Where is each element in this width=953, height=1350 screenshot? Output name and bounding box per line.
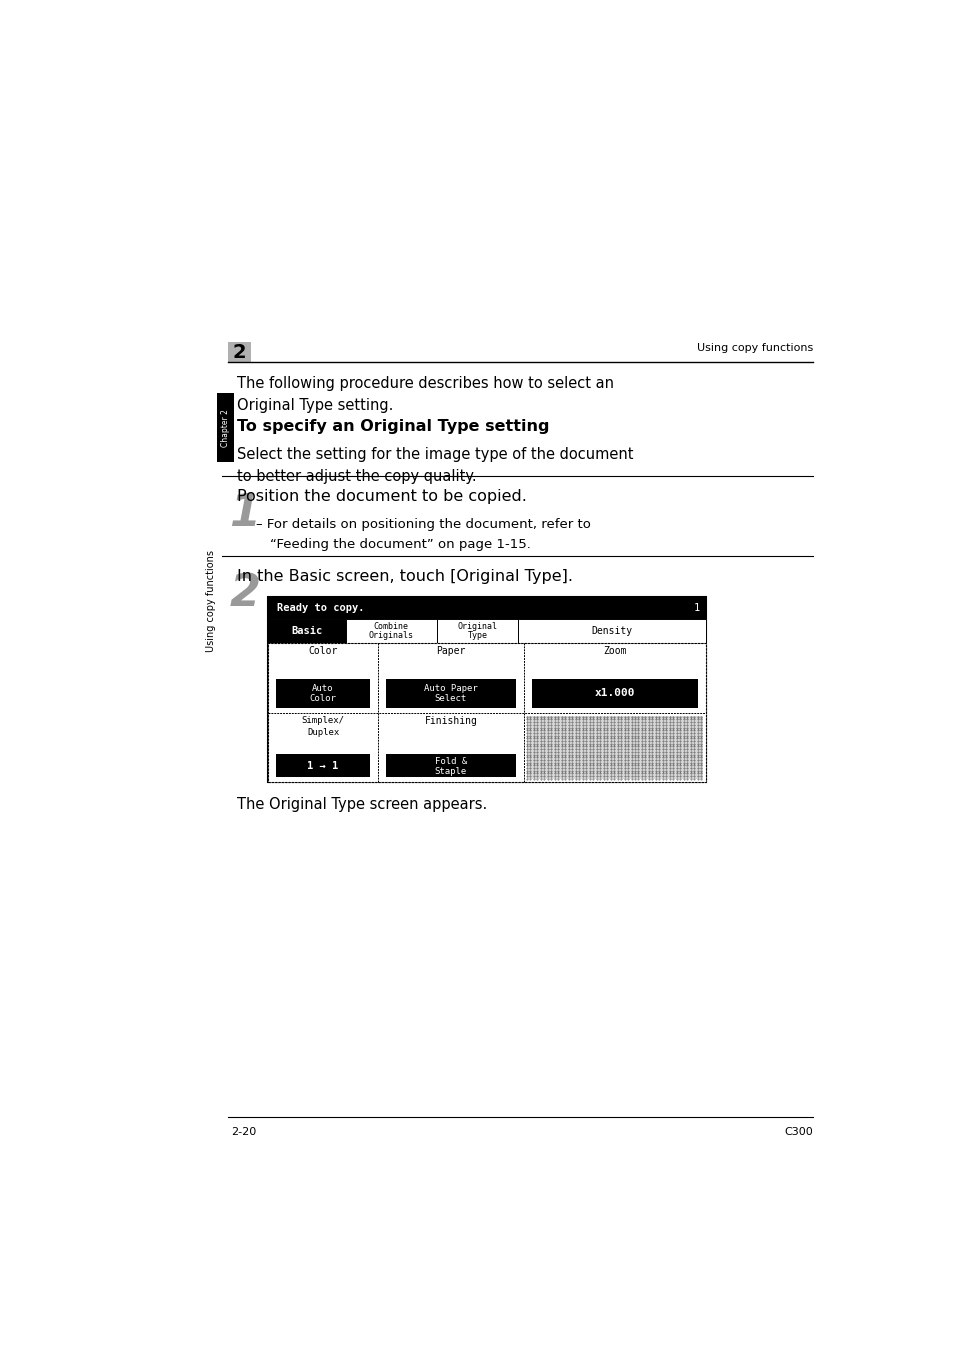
Text: Color: Color xyxy=(310,694,336,703)
Bar xyxy=(275,755,370,778)
Text: In the Basic screen, touch [Original Type].: In the Basic screen, touch [Original Typ… xyxy=(236,568,573,583)
Text: Density: Density xyxy=(591,626,632,636)
Text: Original: Original xyxy=(457,622,497,630)
Text: “Feeding the document” on page 1-15.: “Feeding the document” on page 1-15. xyxy=(270,537,530,551)
Bar xyxy=(268,643,705,782)
Bar xyxy=(531,679,698,707)
Text: Combine: Combine xyxy=(374,622,408,630)
Bar xyxy=(268,597,705,782)
Bar xyxy=(345,618,436,643)
Text: Type: Type xyxy=(467,630,487,640)
Text: Position the document to be copied.: Position the document to be copied. xyxy=(236,489,526,505)
Text: Basic: Basic xyxy=(291,626,322,636)
Text: Select: Select xyxy=(435,694,467,703)
Text: Color: Color xyxy=(308,647,337,656)
Text: Select the setting for the image type of the document
to better adjust the copy : Select the setting for the image type of… xyxy=(236,447,633,483)
Text: The Original Type screen appears.: The Original Type screen appears. xyxy=(236,798,487,813)
Text: The following procedure describes how to select an
Original Type setting.: The following procedure describes how to… xyxy=(236,377,614,413)
Text: 1: 1 xyxy=(693,603,699,613)
Bar xyxy=(268,618,345,643)
Text: Zoom: Zoom xyxy=(602,647,626,656)
Text: Simplex/: Simplex/ xyxy=(301,716,344,725)
Text: Using copy functions: Using copy functions xyxy=(206,549,215,652)
Text: 2: 2 xyxy=(233,343,246,362)
Text: 1: 1 xyxy=(229,491,260,535)
Bar xyxy=(385,755,516,778)
Text: 2: 2 xyxy=(229,571,260,614)
Bar xyxy=(526,716,702,779)
Text: Auto Paper: Auto Paper xyxy=(424,684,477,693)
Text: C300: C300 xyxy=(783,1127,812,1137)
Text: Using copy functions: Using copy functions xyxy=(696,343,812,354)
Text: Originals: Originals xyxy=(369,630,414,640)
Text: Auto: Auto xyxy=(312,684,334,693)
Text: Finishing: Finishing xyxy=(424,716,476,726)
Bar xyxy=(385,679,516,707)
Text: Ready to copy.: Ready to copy. xyxy=(277,603,364,613)
FancyBboxPatch shape xyxy=(228,342,251,362)
Text: 2-20: 2-20 xyxy=(232,1127,256,1137)
Text: 1 → 1: 1 → 1 xyxy=(307,760,338,771)
Bar xyxy=(517,618,705,643)
Text: Fold &: Fold & xyxy=(435,757,467,767)
Bar xyxy=(275,679,370,707)
Text: Duplex: Duplex xyxy=(307,728,339,737)
Bar xyxy=(436,618,517,643)
Text: x1.000: x1.000 xyxy=(594,688,635,698)
Text: – For details on positioning the document, refer to: – For details on positioning the documen… xyxy=(256,518,591,531)
Text: Staple: Staple xyxy=(435,767,467,775)
Bar xyxy=(268,597,705,618)
Text: To specify an Original Type setting: To specify an Original Type setting xyxy=(236,420,549,435)
FancyBboxPatch shape xyxy=(216,393,233,462)
Text: Chapter 2: Chapter 2 xyxy=(221,409,230,447)
Text: Paper: Paper xyxy=(436,647,465,656)
